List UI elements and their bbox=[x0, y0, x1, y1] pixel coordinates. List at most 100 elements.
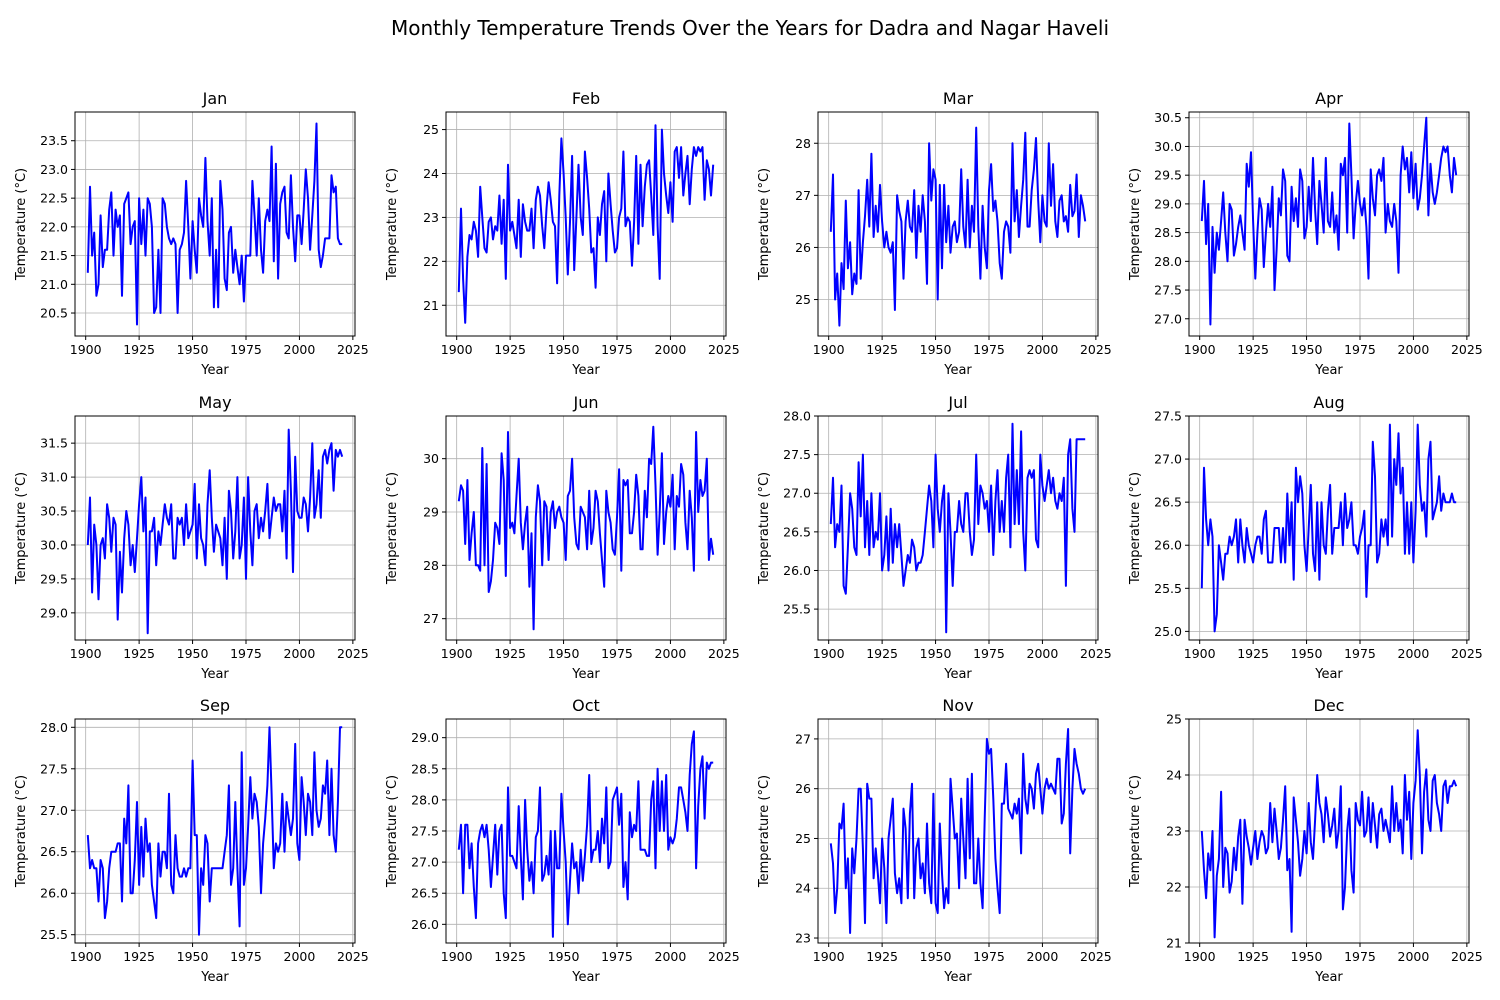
y-tick-label: 26 bbox=[795, 240, 811, 255]
y-tick-label: 23 bbox=[795, 931, 811, 946]
x-tick-label: 1900 bbox=[813, 646, 845, 661]
y-axis-label: Temperature (°C) bbox=[757, 168, 772, 281]
x-tick-label: 1900 bbox=[441, 646, 473, 661]
y-axis-label: Temperature (°C) bbox=[385, 775, 400, 888]
x-tick-label: 1975 bbox=[1344, 949, 1376, 964]
x-tick-label: 1900 bbox=[70, 342, 102, 357]
x-tick-label: 2000 bbox=[1027, 646, 1059, 661]
y-tick-label: 26.0 bbox=[411, 917, 439, 932]
x-tick-label: 1900 bbox=[813, 949, 845, 964]
x-tick-label: 1925 bbox=[866, 949, 898, 964]
x-tick-label: 2025 bbox=[708, 949, 740, 964]
x-tick-label: 1925 bbox=[494, 646, 526, 661]
y-tick-label: 23.5 bbox=[40, 133, 68, 148]
x-tick-label: 2000 bbox=[655, 646, 687, 661]
y-tick-label: 30.5 bbox=[40, 504, 68, 519]
x-tick-label: 2000 bbox=[284, 646, 316, 661]
subplot-title: Mar bbox=[943, 89, 974, 108]
x-axis-label: Year bbox=[200, 363, 229, 378]
y-tick-label: 29 bbox=[423, 505, 439, 520]
y-tick-label: 25 bbox=[423, 122, 439, 137]
x-tick-label: 1900 bbox=[70, 949, 102, 964]
x-axis-label: Year bbox=[943, 970, 972, 985]
x-tick-label: 1900 bbox=[1184, 646, 1216, 661]
y-tick-label: 29.5 bbox=[40, 571, 68, 586]
y-tick-label: 26.0 bbox=[1154, 538, 1182, 553]
y-tick-label: 25.5 bbox=[40, 927, 68, 942]
x-tick-label: 1950 bbox=[1291, 949, 1323, 964]
x-tick-label: 2000 bbox=[1398, 342, 1430, 357]
subplot-title: Apr bbox=[1315, 89, 1343, 108]
x-axis-label: Year bbox=[1314, 667, 1343, 682]
axes-frame bbox=[445, 415, 727, 641]
x-tick-label: 1975 bbox=[230, 342, 262, 357]
x-tick-label: 1950 bbox=[920, 646, 952, 661]
axes-frame bbox=[817, 718, 1099, 944]
x-axis-label: Year bbox=[1314, 363, 1343, 378]
y-tick-label: 25 bbox=[795, 831, 811, 846]
x-tick-label: 1950 bbox=[177, 342, 209, 357]
y-tick-label: 30.0 bbox=[40, 537, 68, 552]
subplot-title: Nov bbox=[942, 696, 973, 715]
x-tick-label: 1975 bbox=[973, 949, 1005, 964]
subplot-grid: 1900 1925 1950 1975 2000 2025 20.5 21.0 21.5 22.0… bbox=[14, 89, 1483, 985]
x-tick-label: 1950 bbox=[920, 342, 952, 357]
series-line bbox=[1200, 116, 1458, 326]
gridlines bbox=[818, 719, 1098, 943]
y-tick-label: 29.5 bbox=[1154, 168, 1182, 183]
y-tick-label: 29.0 bbox=[40, 605, 68, 620]
y-tick-label: 26.0 bbox=[783, 563, 811, 578]
y-tick-label: 27.0 bbox=[1154, 311, 1182, 326]
subplot-title: Aug bbox=[1313, 393, 1344, 412]
y-tick-label: 28 bbox=[423, 558, 439, 573]
axes-frame bbox=[817, 111, 1099, 337]
x-tick-label: 1925 bbox=[866, 646, 898, 661]
x-tick-label: 1950 bbox=[548, 646, 580, 661]
x-tick-label: 2000 bbox=[284, 949, 316, 964]
subplot-aug: 1900 1925 1950 1975 2000 2025 25.0 25.5 26.0 26.5… bbox=[1128, 393, 1483, 682]
x-tick-label: 2000 bbox=[1398, 949, 1430, 964]
figure-title: Monthly Temperature Trends Over the Year… bbox=[391, 16, 1109, 40]
x-tick-label: 1925 bbox=[123, 949, 155, 964]
y-tick-label: 27.0 bbox=[411, 855, 439, 870]
y-tick-label: 25 bbox=[795, 292, 811, 307]
x-tick-label: 1900 bbox=[441, 949, 473, 964]
y-axis-label: Temperature (°C) bbox=[1128, 775, 1143, 888]
x-tick-label: 1975 bbox=[1344, 342, 1376, 357]
subplot-title: May bbox=[198, 393, 231, 412]
y-tick-label: 31.0 bbox=[40, 470, 68, 485]
subplot-jan: 1900 1925 1950 1975 2000 2025 20.5 21.0 21.5 22.0… bbox=[14, 89, 369, 378]
y-tick-label: 31.5 bbox=[40, 436, 68, 451]
x-axis-label: Year bbox=[200, 667, 229, 682]
subplot-jun: 1900 1925 1950 1975 2000 2025 27 28 29 30 Jun Year T… bbox=[385, 393, 740, 682]
subplot-oct: 1900 1925 1950 1975 2000 2025 26.0 26.5 27.0 27.5… bbox=[385, 696, 740, 985]
subplot-mar: 1900 1925 1950 1975 2000 2025 25 26 27 28 Mar Year T… bbox=[757, 89, 1112, 378]
y-tick-label: 20.5 bbox=[40, 306, 68, 321]
y-tick-label: 26.5 bbox=[40, 844, 68, 859]
y-tick-label: 27.5 bbox=[40, 761, 68, 776]
x-axis-label: Year bbox=[571, 970, 600, 985]
x-axis-label: Year bbox=[200, 970, 229, 985]
y-tick-label: 27 bbox=[795, 731, 811, 746]
y-tick-label: 30.0 bbox=[1154, 139, 1182, 154]
y-tick-label: 27 bbox=[423, 611, 439, 626]
y-tick-label: 23 bbox=[423, 210, 439, 225]
series-line bbox=[829, 728, 1087, 934]
series-line bbox=[86, 726, 343, 936]
y-tick-label: 24 bbox=[795, 881, 811, 896]
x-tick-label: 1900 bbox=[70, 646, 102, 661]
y-tick-label: 27 bbox=[795, 188, 811, 203]
x-tick-label: 1975 bbox=[601, 646, 633, 661]
x-axis-label: Year bbox=[1314, 970, 1343, 985]
x-tick-label: 1925 bbox=[1237, 646, 1269, 661]
y-tick-label: 26 bbox=[795, 781, 811, 796]
y-axis-label: Temperature (°C) bbox=[14, 168, 29, 281]
x-tick-label: 1975 bbox=[601, 949, 633, 964]
y-axis-label: Temperature (°C) bbox=[1128, 472, 1143, 585]
x-tick-label: 2025 bbox=[337, 646, 369, 661]
subplot-dec: 1900 1925 1950 1975 2000 2025 21 22 23 24 25 Dec Yea… bbox=[1128, 696, 1483, 985]
x-tick-label: 1975 bbox=[1344, 646, 1376, 661]
y-tick-label: 26.5 bbox=[1154, 495, 1182, 510]
x-tick-label: 2025 bbox=[337, 949, 369, 964]
x-tick-label: 2025 bbox=[708, 646, 740, 661]
